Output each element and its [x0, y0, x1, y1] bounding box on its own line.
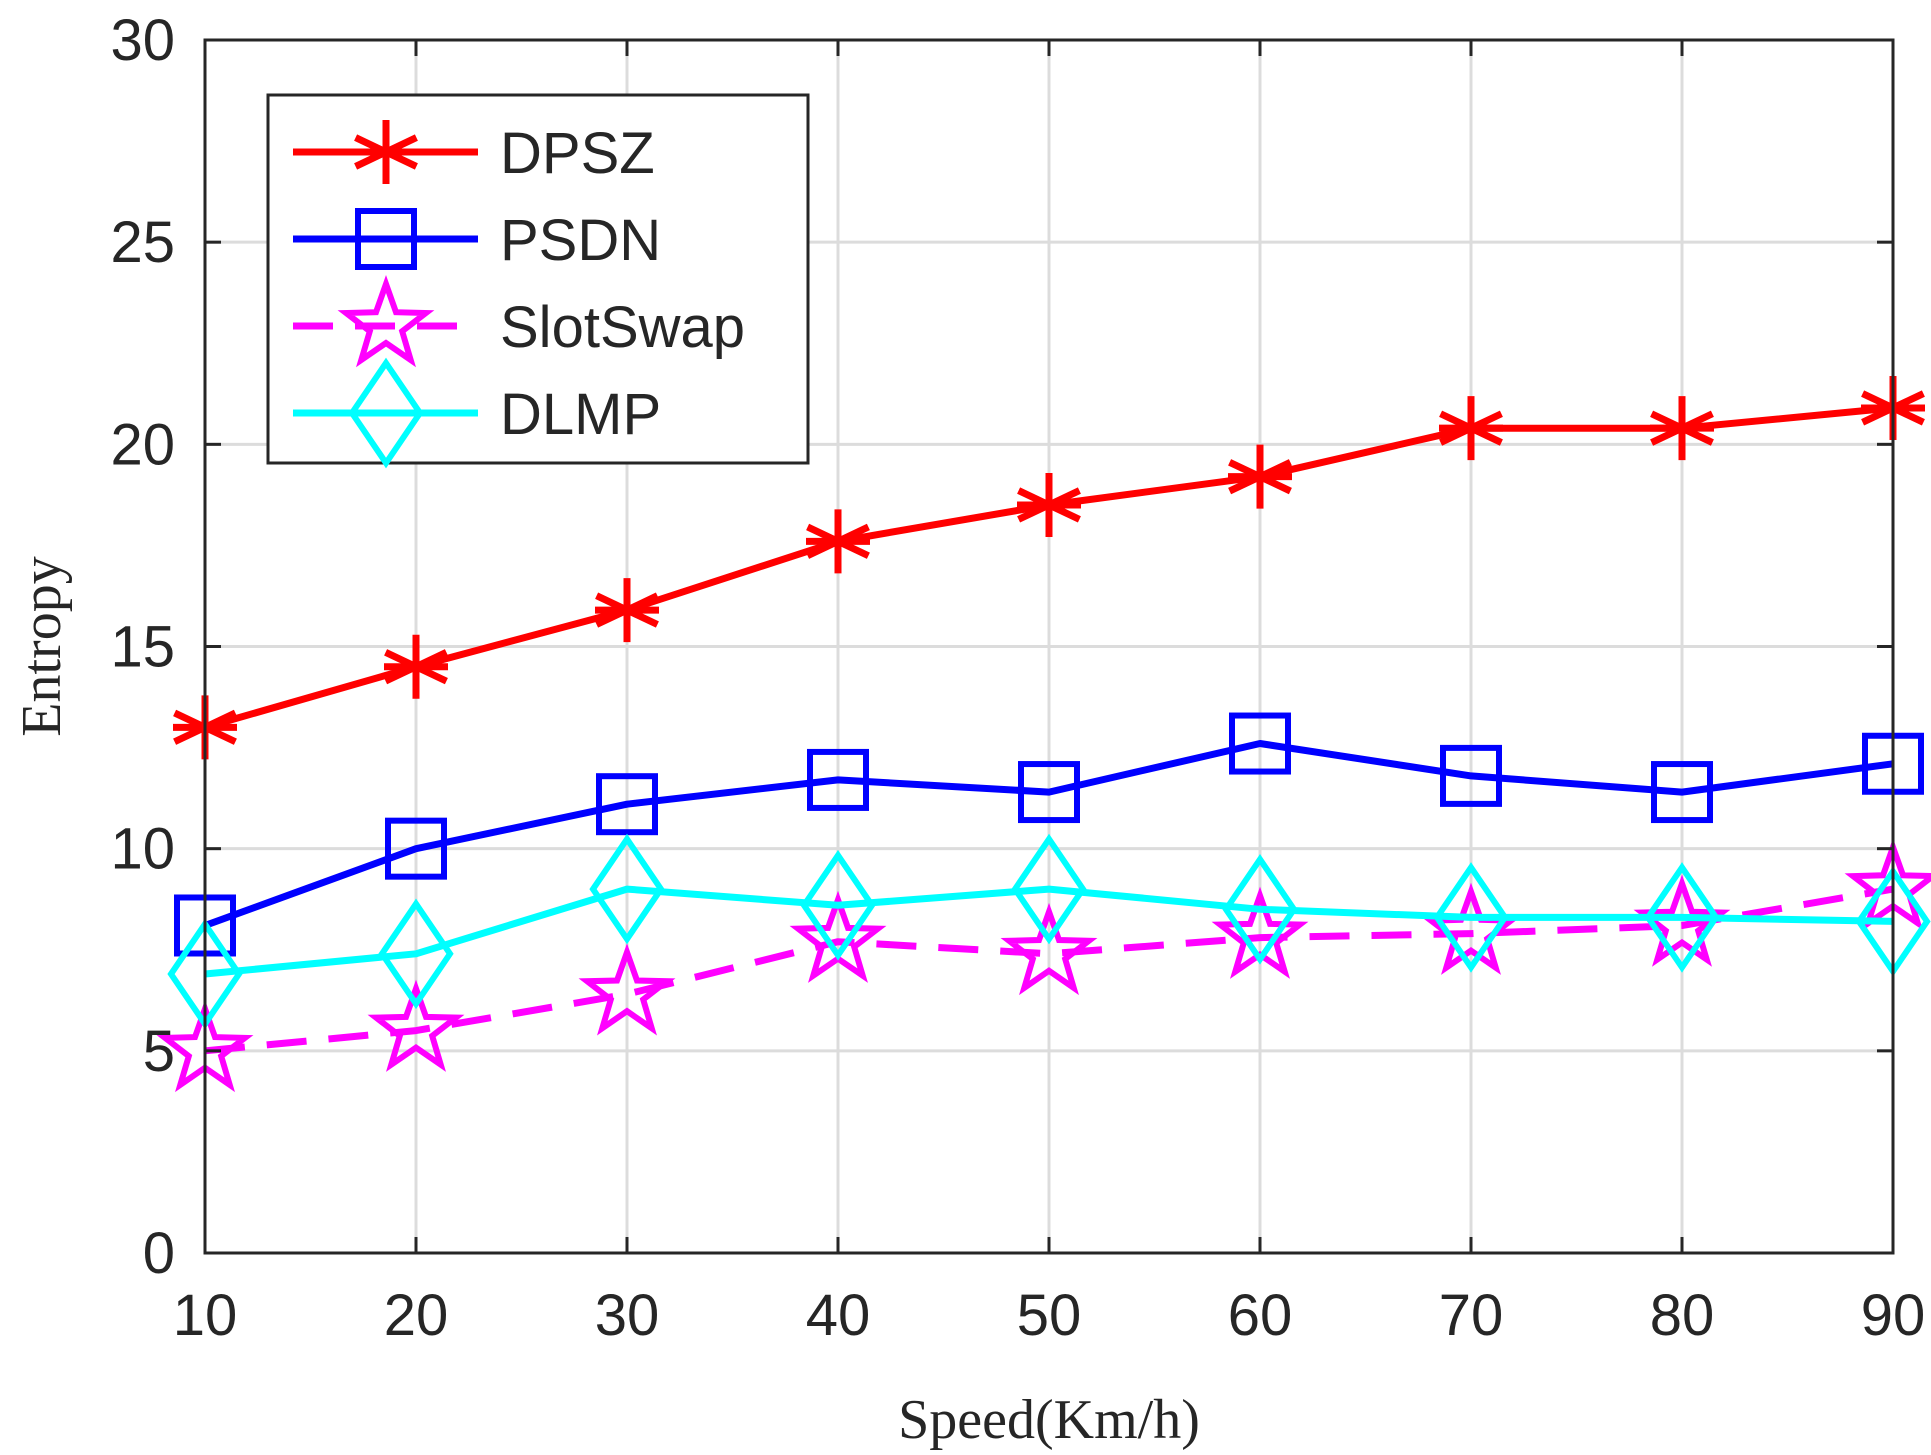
y-axis-title: Entropy: [11, 556, 73, 736]
series-line-psdn: [203, 740, 1894, 929]
series-psdn: [174, 712, 1924, 957]
series-line-slotswap: [204, 885, 1894, 1055]
data-point-psdn: [807, 748, 869, 811]
data-point-psdn: [1018, 761, 1080, 824]
y-tick-label: 0: [143, 1221, 175, 1286]
legend-label-slotswap: SlotSwap: [500, 295, 745, 360]
legend-item-slotswap: SlotSwap: [293, 275, 745, 368]
series-dpsz: [173, 375, 1925, 760]
data-point-dlmp: [1222, 853, 1298, 965]
data-point-dpsz: [1650, 396, 1714, 461]
data-point-dpsz: [806, 509, 870, 574]
series-line-dlmp: [204, 885, 1894, 978]
data-point-dpsz: [595, 578, 659, 643]
data-point-slotswap: [578, 943, 676, 1036]
x-tick-label: 90: [1861, 1283, 1926, 1348]
y-tick-label: 30: [110, 8, 175, 73]
data-point-dlmp: [1011, 833, 1087, 945]
data-point-psdn: [1651, 761, 1713, 824]
x-tick-label: 60: [1228, 1283, 1293, 1348]
series-layer: [156, 375, 1931, 1093]
data-point-psdn: [1440, 744, 1502, 807]
series-dlmp: [167, 833, 1931, 1030]
x-tick-label: 20: [384, 1283, 449, 1348]
y-tick-label: 5: [143, 1019, 175, 1084]
x-tick-label: 80: [1650, 1283, 1715, 1348]
y-tick-label: 15: [110, 615, 175, 680]
data-point-slotswap: [1000, 902, 1098, 996]
x-tick-label: 70: [1439, 1283, 1504, 1348]
y-tick-label: 10: [110, 817, 175, 882]
data-point-dlmp: [378, 898, 454, 1010]
legend-marker-psdn: [355, 208, 417, 270]
legend-label-psdn: PSDN: [500, 208, 661, 273]
data-point-dlmp: [800, 849, 876, 961]
y-tick-label: 25: [110, 210, 175, 275]
legend-label-dlmp: DLMP: [500, 382, 661, 447]
legend-item-dlmp: DLMP: [293, 357, 661, 469]
tick-labels: 10 20 30 40 50 60 70 80 90 0 5 10 15 20 25 30: [110, 8, 1925, 1348]
data-point-dpsz: [1228, 444, 1292, 509]
legend: DPSZ PSDN SlotSwap DLMP: [266, 93, 810, 469]
data-point-slotswap: [367, 979, 465, 1072]
x-tick-label: 40: [806, 1283, 871, 1348]
data-point-dlmp: [1644, 862, 1720, 973]
legend-marker-slotswap: [337, 275, 435, 368]
data-point-dlmp: [589, 833, 665, 945]
x-tick-label: 50: [1017, 1283, 1082, 1348]
legend-marker-dlmp: [348, 357, 424, 469]
data-point-psdn: [596, 773, 658, 836]
data-point-psdn: [1229, 712, 1291, 775]
data-point-dpsz: [1017, 472, 1081, 537]
legend-marker-dpsz: [354, 120, 418, 184]
data-point-psdn: [385, 817, 447, 880]
data-point-dpsz: [1439, 396, 1503, 461]
legend-label-dpsz: DPSZ: [500, 121, 655, 186]
x-axis-title: Speed(Km/h): [898, 1389, 1200, 1450]
data-point-dpsz: [384, 634, 448, 699]
legend-item-psdn: PSDN: [293, 208, 661, 273]
legend-item-dpsz: DPSZ: [293, 120, 655, 186]
y-tick-label: 20: [110, 412, 175, 477]
x-tick-label: 10: [173, 1283, 238, 1348]
data-point-dlmp: [1433, 862, 1509, 973]
x-tick-label: 30: [595, 1283, 660, 1348]
ticks: [203, 38, 1895, 1255]
